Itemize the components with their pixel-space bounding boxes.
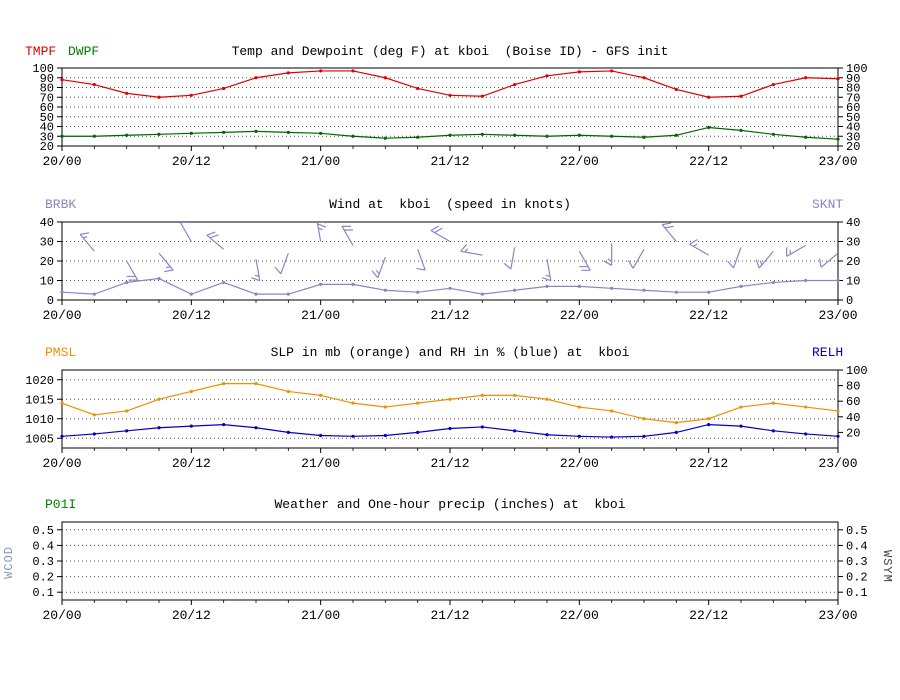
svg-text:21/12: 21/12 xyxy=(430,308,469,323)
svg-text:22/00: 22/00 xyxy=(560,608,599,623)
svg-text:20/00: 20/00 xyxy=(42,308,81,323)
svg-text:0.3: 0.3 xyxy=(846,555,868,569)
svg-text:20/12: 20/12 xyxy=(172,308,211,323)
svg-text:1010: 1010 xyxy=(25,413,54,427)
svg-text:20/00: 20/00 xyxy=(42,608,81,623)
svg-text:10: 10 xyxy=(846,275,860,289)
svg-text:20: 20 xyxy=(846,255,860,269)
svg-text:22/00: 22/00 xyxy=(560,308,599,323)
svg-text:23/00: 23/00 xyxy=(818,456,857,471)
label-p01i: P01I xyxy=(45,497,77,512)
svg-text:50: 50 xyxy=(846,111,860,125)
svg-text:1020: 1020 xyxy=(25,374,54,388)
svg-text:20/00: 20/00 xyxy=(42,456,81,471)
label-dwpf: DWPF xyxy=(68,44,100,59)
svg-text:0.1: 0.1 xyxy=(846,586,868,600)
svg-text:21/00: 21/00 xyxy=(301,154,340,169)
svg-text:1005: 1005 xyxy=(25,432,54,446)
svg-text:0.2: 0.2 xyxy=(32,571,54,585)
svg-text:23/00: 23/00 xyxy=(818,308,857,323)
svg-text:60: 60 xyxy=(40,101,54,115)
svg-text:40: 40 xyxy=(846,411,860,425)
svg-text:20: 20 xyxy=(846,426,860,440)
svg-text:90: 90 xyxy=(846,72,860,86)
svg-text:22/12: 22/12 xyxy=(689,308,728,323)
panel-title-precip: Weather and One-hour precip (inches) at … xyxy=(274,497,626,512)
label-sknt: SKNT xyxy=(812,197,844,212)
svg-text:21/00: 21/00 xyxy=(301,308,340,323)
svg-text:60: 60 xyxy=(846,101,860,115)
panel-title-wind: Wind at kboi (speed in knots) xyxy=(329,197,571,212)
svg-text:22/12: 22/12 xyxy=(689,154,728,169)
svg-text:80: 80 xyxy=(846,380,860,394)
svg-text:90: 90 xyxy=(40,72,54,86)
svg-text:0.4: 0.4 xyxy=(32,539,54,553)
svg-text:0: 0 xyxy=(846,294,853,308)
svg-text:0.5: 0.5 xyxy=(846,524,868,538)
svg-text:60: 60 xyxy=(846,395,860,409)
svg-text:100: 100 xyxy=(846,364,868,378)
svg-text:40: 40 xyxy=(846,216,860,230)
svg-text:21/12: 21/12 xyxy=(430,154,469,169)
svg-text:0.4: 0.4 xyxy=(846,539,868,553)
svg-text:21/00: 21/00 xyxy=(301,456,340,471)
svg-text:100: 100 xyxy=(32,62,54,76)
svg-text:23/00: 23/00 xyxy=(818,608,857,623)
svg-text:0.5: 0.5 xyxy=(32,524,54,538)
svg-text:20/12: 20/12 xyxy=(172,154,211,169)
svg-text:20: 20 xyxy=(846,140,860,154)
svg-text:40: 40 xyxy=(40,121,54,135)
svg-text:23/00: 23/00 xyxy=(818,154,857,169)
svg-text:22/00: 22/00 xyxy=(560,456,599,471)
svg-text:21/12: 21/12 xyxy=(430,456,469,471)
svg-text:30: 30 xyxy=(40,130,54,144)
label-wsym: WSYM xyxy=(880,550,894,583)
svg-text:30: 30 xyxy=(846,236,860,250)
svg-text:0.2: 0.2 xyxy=(846,571,868,585)
label-tmpf: TMPF xyxy=(25,44,57,59)
svg-text:70: 70 xyxy=(846,91,860,105)
svg-text:40: 40 xyxy=(40,216,54,230)
svg-text:20/00: 20/00 xyxy=(42,154,81,169)
svg-text:10: 10 xyxy=(40,275,54,289)
svg-text:40: 40 xyxy=(846,121,860,135)
svg-text:100: 100 xyxy=(846,62,868,76)
svg-text:1015: 1015 xyxy=(25,393,54,407)
svg-text:30: 30 xyxy=(846,130,860,144)
svg-text:50: 50 xyxy=(40,111,54,125)
svg-text:0: 0 xyxy=(47,294,54,308)
svg-text:80: 80 xyxy=(846,82,860,96)
svg-text:22/12: 22/12 xyxy=(689,608,728,623)
svg-text:20/12: 20/12 xyxy=(172,608,211,623)
label-relh: RELH xyxy=(812,345,844,360)
svg-text:20: 20 xyxy=(40,255,54,269)
svg-text:30: 30 xyxy=(40,236,54,250)
label-pmsl: PMSL xyxy=(45,345,77,360)
svg-text:22/00: 22/00 xyxy=(560,154,599,169)
svg-text:0.3: 0.3 xyxy=(32,555,54,569)
svg-text:20: 20 xyxy=(40,140,54,154)
svg-text:70: 70 xyxy=(40,91,54,105)
svg-text:22/12: 22/12 xyxy=(689,456,728,471)
svg-text:21/00: 21/00 xyxy=(301,608,340,623)
label-wcod: WCOD xyxy=(2,546,16,579)
svg-text:80: 80 xyxy=(40,82,54,96)
panel-title-temp-dewpoint: Temp and Dewpoint (deg F) at kboi (Boise… xyxy=(231,44,669,59)
panel-title-slp-rh: SLP in mb (orange) and RH in % (blue) at… xyxy=(270,345,630,360)
svg-text:21/12: 21/12 xyxy=(430,608,469,623)
svg-text:20/12: 20/12 xyxy=(172,456,211,471)
label-brbk: BRBK xyxy=(45,197,77,212)
svg-text:0.1: 0.1 xyxy=(32,586,54,600)
